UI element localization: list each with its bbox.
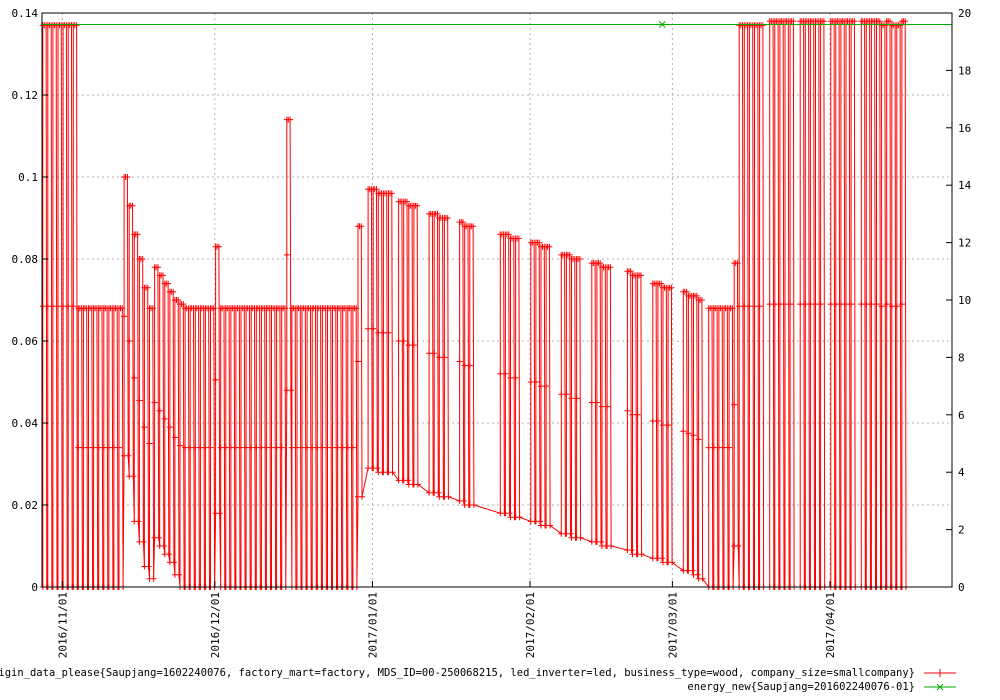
x-tick-label: 2017/02/01 [524,592,537,658]
x-tick-label: 2016/12/01 [209,592,222,658]
y-left-tick-label: 0.06 [12,335,39,348]
legend-marker-origin-data [936,669,944,677]
y-right-tick-label: 14 [958,179,972,192]
x-tick-label: 2016/11/01 [56,592,69,658]
y-right-tick-label: 4 [958,466,965,479]
y-axis-left: 0 0.02 0.04 0.06 0.08 0.1 0.12 0.14 [12,7,48,594]
y-left-tick-label: 0.1 [18,171,38,184]
y-right-tick-label: 0 [958,581,965,594]
y-left-tick-label: 0.14 [12,7,39,20]
x-tick-label: 2017/04/01 [824,592,837,658]
y-left-tick-label: 0 [31,581,38,594]
y-right-tick-label: 2 [958,524,965,537]
series-energy-new [42,21,952,28]
series-origin-data [39,18,909,590]
y-left-tick-label: 0.02 [12,499,39,512]
y-right-tick-label: 20 [958,7,971,20]
x-tick-label: 2017/01/01 [366,592,379,658]
y-right-tick-label: 10 [958,294,971,307]
y-right-tick-label: 12 [958,237,971,250]
y-left-tick-label: 0.04 [12,417,39,430]
y-left-tick-label: 0.08 [12,253,39,266]
y-left-tick-label: 0.12 [12,89,39,102]
y-right-tick-label: 8 [958,351,965,364]
y-right-tick-label: 6 [958,409,965,422]
y-right-tick-label: 18 [958,64,971,77]
legend-label-energy-new: energy_new{Saupjang=201602240076-01} [687,681,915,693]
legend: origin_data_please{Saupjang=1602240076, … [0,667,956,693]
x-axis: 2016/11/01 2016/12/01 2017/01/01 2017/02/01… [56,581,837,658]
series-energy-new-marker [658,21,666,28]
legend-marker-energy-new [936,683,944,691]
y-right-tick-label: 16 [958,122,971,135]
legend-label-origin-data: origin_data_please{Saupjang=1602240076, … [0,667,915,679]
y-axis-right: 0 2 4 6 8 10 12 14 16 18 20 [946,7,972,594]
x-tick-label: 2017/03/01 [666,592,679,658]
